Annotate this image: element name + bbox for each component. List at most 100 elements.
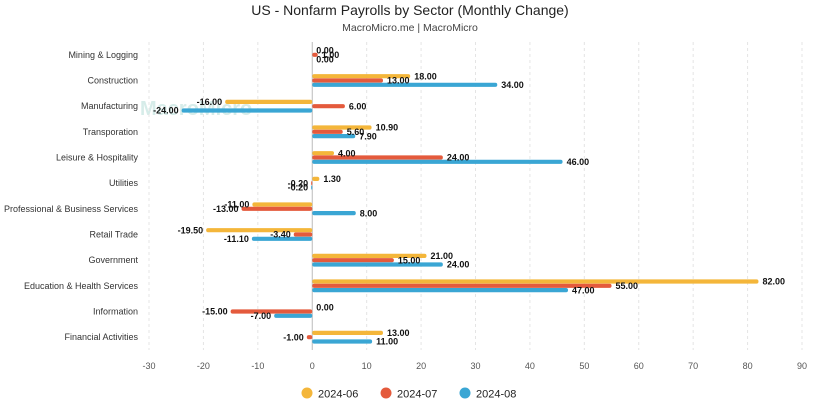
bar[interactable] <box>241 206 313 211</box>
bar[interactable] <box>312 279 759 284</box>
category-label: Utilities <box>109 178 139 188</box>
x-tick-label: 80 <box>743 361 753 371</box>
category-label: Financial Activities <box>64 332 138 342</box>
legend-label[interactable]: 2024-07 <box>397 389 437 401</box>
bar[interactable] <box>312 211 356 216</box>
bar[interactable] <box>312 258 394 263</box>
bar[interactable] <box>312 78 383 83</box>
data-label: 46.00 <box>567 157 590 167</box>
data-label: -15.00 <box>202 307 228 317</box>
category-label: Information <box>93 307 138 317</box>
x-tick-label: -10 <box>251 361 264 371</box>
legend-marker[interactable] <box>380 387 392 399</box>
data-label: -11.00 <box>224 200 249 210</box>
bar[interactable] <box>312 253 427 258</box>
x-tick-label: 30 <box>470 361 480 371</box>
data-label: 82.00 <box>762 277 785 287</box>
category-label: Mining & Logging <box>68 50 138 60</box>
data-label: 21.00 <box>431 251 454 261</box>
bar[interactable] <box>312 82 498 87</box>
data-label: 0.00 <box>316 302 334 312</box>
bar[interactable] <box>311 181 313 186</box>
data-label: 47.00 <box>572 285 595 295</box>
bar[interactable] <box>312 74 411 79</box>
data-label: 34.00 <box>501 80 524 90</box>
x-tick-label: 10 <box>362 361 372 371</box>
category-label: Retail Trade <box>89 230 138 240</box>
category-label: Leisure & Hospitality <box>56 153 139 163</box>
data-label: -7.00 <box>251 311 272 321</box>
x-tick-label: 40 <box>525 361 535 371</box>
data-label: 0.00 <box>316 54 334 64</box>
bar[interactable] <box>251 236 313 241</box>
data-label: 5.60 <box>347 127 365 137</box>
data-label: 13.00 <box>387 328 410 338</box>
data-label: -11.10 <box>224 234 249 244</box>
chart-subtitle: MacroMicro.me | MacroMicro <box>342 22 478 34</box>
bar[interactable] <box>312 262 443 267</box>
legend-label[interactable]: 2024-06 <box>318 389 358 401</box>
category-label: Government <box>88 255 138 265</box>
bar[interactable] <box>225 99 313 104</box>
category-label: Professional & Business Services <box>4 204 139 214</box>
legend-label[interactable]: 2024-08 <box>476 389 516 401</box>
bar[interactable] <box>312 155 443 160</box>
legend: 2024-06 2024-07 2024-08 <box>301 387 516 401</box>
bar[interactable] <box>312 339 373 344</box>
bar[interactable] <box>230 309 313 314</box>
x-tick-label: -30 <box>142 361 155 371</box>
x-tick-label: 0 <box>310 361 315 371</box>
data-label: -3.40 <box>270 230 291 240</box>
bar[interactable] <box>311 185 313 190</box>
bar[interactable] <box>274 313 313 318</box>
bar[interactable] <box>252 202 313 207</box>
bar[interactable] <box>312 159 563 164</box>
category-label: Education & Health Services <box>24 281 139 291</box>
data-label: -24.00 <box>153 106 179 116</box>
bar[interactable] <box>312 330 383 335</box>
x-tick-label: 60 <box>634 361 644 371</box>
x-tick-label: 50 <box>579 361 589 371</box>
data-label: -19.50 <box>178 225 204 235</box>
data-label: -0.20 <box>288 183 309 193</box>
data-label: 7.90 <box>359 131 377 141</box>
data-label: 1.00 <box>322 50 340 60</box>
data-label: 15.00 <box>398 255 421 265</box>
bar[interactable] <box>312 283 612 288</box>
x-tick-label: 70 <box>688 361 698 371</box>
category-label: Transporation <box>83 127 138 137</box>
bar[interactable] <box>312 134 356 139</box>
bar[interactable] <box>293 232 313 237</box>
data-label: -16.00 <box>197 97 223 107</box>
data-label: -13.00 <box>213 204 239 214</box>
bar[interactable] <box>312 125 372 130</box>
x-tick-label: 20 <box>416 361 426 371</box>
bar[interactable] <box>312 104 345 109</box>
data-label: 13.00 <box>387 76 410 86</box>
legend-marker[interactable] <box>301 387 313 399</box>
bar[interactable] <box>312 176 320 181</box>
bar[interactable] <box>312 52 318 57</box>
data-label: 24.00 <box>447 260 470 270</box>
bar[interactable] <box>312 151 335 156</box>
data-label: 6.00 <box>349 101 367 111</box>
category-label: Manufacturing <box>81 101 138 111</box>
data-label: -0.20 <box>288 178 309 188</box>
data-label: 55.00 <box>616 281 639 291</box>
bar[interactable] <box>181 108 313 113</box>
bar[interactable] <box>306 335 313 340</box>
legend-marker[interactable] <box>459 387 471 399</box>
data-label: 18.00 <box>414 71 437 81</box>
data-label: -1.00 <box>283 332 304 342</box>
bar[interactable] <box>312 288 569 293</box>
data-label: 8.00 <box>360 208 378 218</box>
x-tick-label: -20 <box>197 361 210 371</box>
bar[interactable] <box>312 129 343 134</box>
chart-title: US - Nonfarm Payrolls by Sector (Monthly… <box>251 2 568 18</box>
data-label: 1.30 <box>323 174 341 184</box>
data-label: 10.90 <box>376 123 399 133</box>
bar[interactable] <box>206 228 313 233</box>
data-label: 0.00 <box>316 46 334 56</box>
data-label: 4.00 <box>338 148 356 158</box>
